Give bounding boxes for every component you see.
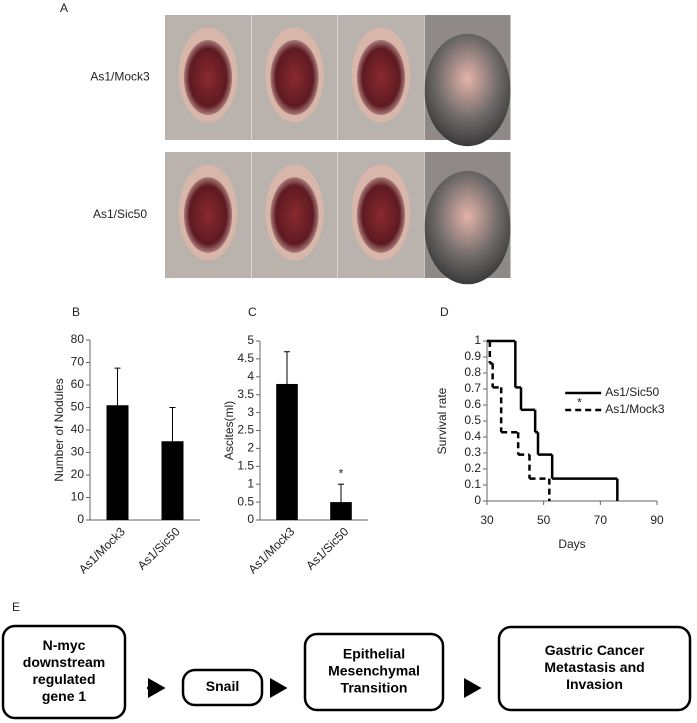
y-tick-label: 2 xyxy=(247,441,254,455)
photo-tumor xyxy=(183,40,233,115)
y-tick-label: 5 xyxy=(247,333,254,347)
y-tick-label: 0.5 xyxy=(464,413,481,427)
y-tick-label: 1.5 xyxy=(237,458,254,472)
photo-tumor xyxy=(356,177,406,253)
annotation: * xyxy=(577,396,582,410)
y-tick-label: 0.5 xyxy=(237,494,254,508)
annotation: * xyxy=(339,466,344,480)
row-label: As1/Mock3 xyxy=(90,70,150,84)
y-tick-label: 4 xyxy=(247,369,254,383)
x-tick-label: As1/Sic50 xyxy=(135,524,183,572)
node-box xyxy=(181,668,264,707)
legend-label: As1/Mock3 xyxy=(605,402,665,416)
panel-label: A xyxy=(60,1,68,15)
node-label: Mesenchymal xyxy=(328,663,420,679)
node-label: Gastric Cancer xyxy=(545,642,645,658)
node-box xyxy=(303,632,445,712)
legend-label: As1/Sic50 xyxy=(605,385,659,399)
y-tick-label: 2.5 xyxy=(237,423,254,437)
photo-tumor xyxy=(183,177,233,253)
node-label: Invasion xyxy=(566,676,623,692)
y-tick-label: 4.5 xyxy=(237,351,254,365)
y-tick-label: 0.2 xyxy=(464,461,481,475)
x-tick-label: 70 xyxy=(594,513,608,527)
photo-mesentery xyxy=(424,33,511,147)
y-tick-label: 70 xyxy=(71,355,85,369)
node-label: Snail xyxy=(206,678,239,694)
y-tick-label: 80 xyxy=(71,332,85,346)
y-tick-label: 40 xyxy=(71,422,85,436)
y-tick-label: 0 xyxy=(77,512,84,526)
x-tick-label: As1/Sic50 xyxy=(303,524,351,572)
y-axis-label: Ascites(ml) xyxy=(222,401,236,460)
y-tick-label: 0.9 xyxy=(464,349,481,363)
x-tick-label: As1/Mock3 xyxy=(245,524,297,576)
y-axis-label: Number of Nodules xyxy=(52,378,66,481)
y-tick-label: 10 xyxy=(71,490,85,504)
x-tick-label: 30 xyxy=(480,513,494,527)
bar xyxy=(161,441,184,520)
row-label: As1/Sic50 xyxy=(93,207,147,221)
node-label: downstream xyxy=(23,654,105,670)
bar xyxy=(276,383,298,520)
node-label: Transition xyxy=(341,680,408,696)
photo-tumor xyxy=(270,177,319,253)
y-tick-label: 0.3 xyxy=(464,445,481,459)
panel-label: C xyxy=(248,305,257,319)
y-tick-label: 50 xyxy=(71,400,85,414)
y-tick-label: 0.8 xyxy=(464,365,481,379)
node-label: regulated xyxy=(32,671,95,687)
panel-label: B xyxy=(72,305,80,319)
node-label: N-myc xyxy=(43,637,86,653)
y-axis-label: Survival rate xyxy=(435,387,449,454)
node-box xyxy=(1,624,127,720)
panel-label: E xyxy=(12,600,20,614)
photo-tumor xyxy=(356,40,406,115)
y-tick-label: 0.7 xyxy=(464,381,481,395)
y-tick-label: 20 xyxy=(71,467,85,481)
y-tick-label: 60 xyxy=(71,377,85,391)
x-axis-label: Days xyxy=(558,537,585,551)
bar xyxy=(106,405,129,520)
node-label: gene 1 xyxy=(42,688,87,704)
y-tick-label: 3.5 xyxy=(237,387,254,401)
y-tick-label: 30 xyxy=(71,445,85,459)
y-tick-label: 0 xyxy=(247,512,254,526)
y-tick-label: 0.4 xyxy=(464,429,481,443)
bar xyxy=(330,502,352,520)
y-tick-label: 0.1 xyxy=(464,477,481,491)
node-box xyxy=(497,625,692,712)
x-tick-label: 50 xyxy=(537,513,551,527)
y-tick-label: 0 xyxy=(474,493,481,507)
y-tick-label: 3 xyxy=(247,405,254,419)
x-tick-label: As1/Mock3 xyxy=(76,524,128,576)
y-tick-label: 1 xyxy=(247,476,254,490)
photo-mesentery xyxy=(424,170,511,285)
flow-node: Snail xyxy=(181,668,264,707)
node-label: Metastasis and xyxy=(544,659,644,675)
node-label: Epithelial xyxy=(343,646,405,662)
x-tick-label: 90 xyxy=(650,513,664,527)
photo-tumor xyxy=(270,40,319,115)
panel-label: D xyxy=(440,305,449,319)
y-tick-label: 1 xyxy=(474,333,481,347)
y-tick-label: 0.6 xyxy=(464,397,481,411)
